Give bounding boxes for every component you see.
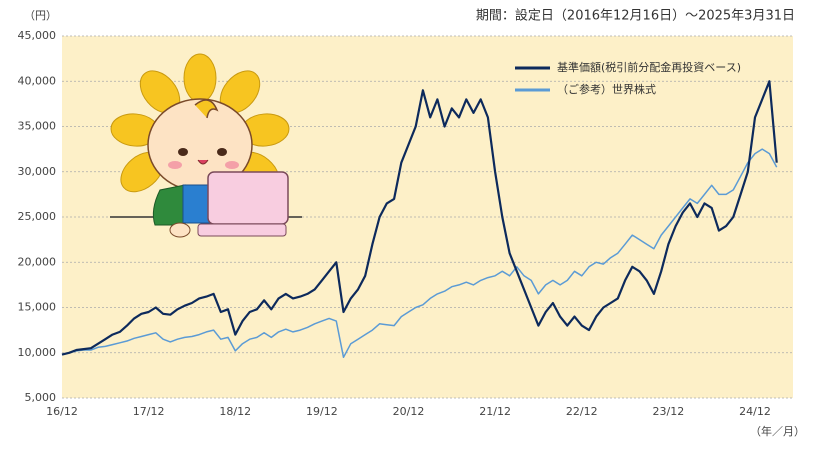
y-tick-label: 5,000 [25, 391, 57, 404]
y-tick-label: 10,000 [18, 346, 57, 359]
y-tick-label: 45,000 [18, 29, 57, 42]
subtitle: 期間：設定日（2016年12月16日）～2025年3月31日 [476, 8, 795, 24]
x-tick-label: 19/12 [306, 405, 338, 418]
mascot [110, 53, 302, 238]
y-unit-label: （円） [24, 9, 57, 22]
y-tick-label: 30,000 [18, 165, 57, 178]
y-tick-label: 25,000 [18, 210, 57, 223]
legend-label: （ご参考）世界株式 [557, 82, 656, 96]
x-tick-label: 23/12 [653, 405, 685, 418]
x-tick-label: 18/12 [219, 405, 251, 418]
lines [61, 80, 778, 359]
x-tick-label: 22/12 [566, 405, 598, 418]
x-tick-label: 20/12 [393, 405, 425, 418]
series-line [61, 148, 778, 359]
x-unit-label: （年／月） [750, 424, 805, 438]
y-tick-label: 35,000 [18, 120, 57, 133]
y-tick-label: 20,000 [18, 255, 57, 268]
x-tick-label: 16/12 [46, 405, 78, 418]
y-tick-label: 15,000 [18, 301, 57, 314]
legend-label: 基準価額(税引前分配金再投資ベース) [557, 60, 741, 74]
x-tick-label: 24/12 [739, 405, 771, 418]
x-tick-label: 21/12 [479, 405, 511, 418]
legend: 基準価額(税引前分配金再投資ベース) （ご参考）世界株式 [515, 60, 741, 96]
series-line [61, 80, 778, 356]
y-tick-label: 40,000 [18, 74, 57, 87]
x-tick-label: 17/12 [133, 405, 165, 418]
